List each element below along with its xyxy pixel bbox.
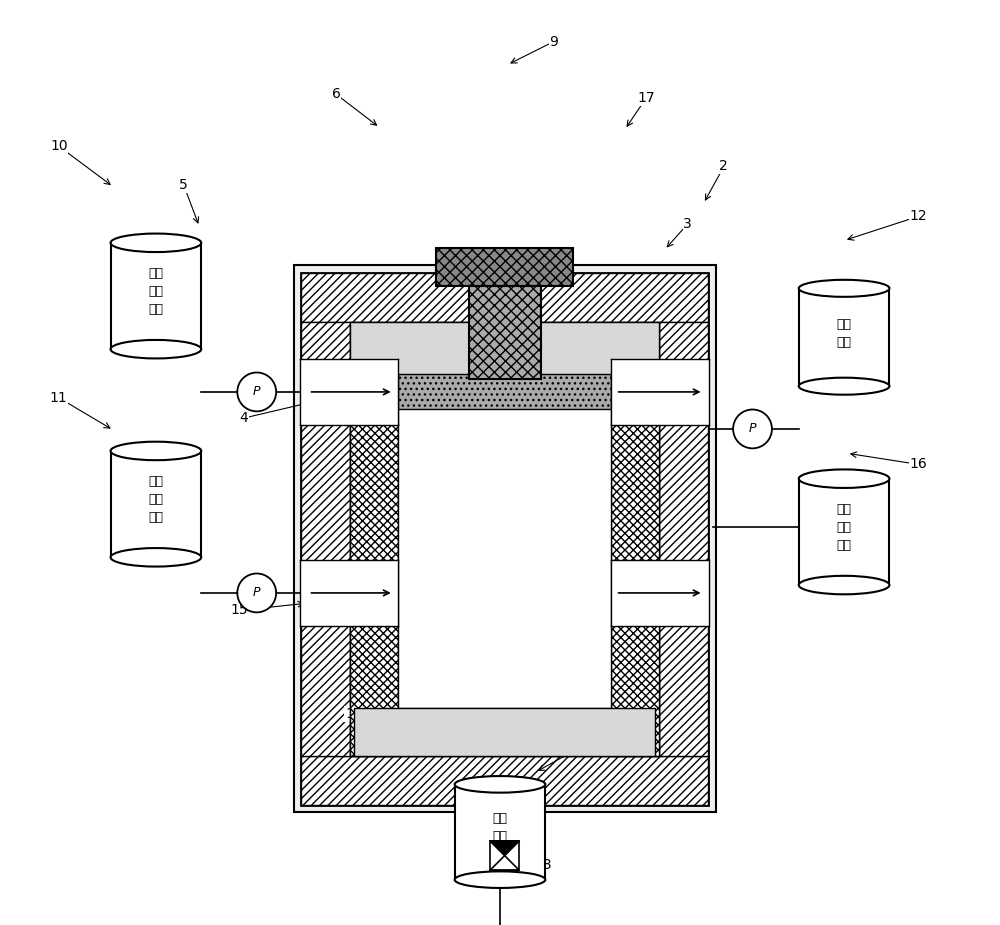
Ellipse shape [111, 441, 201, 461]
Text: 13: 13 [535, 857, 552, 872]
Ellipse shape [455, 871, 545, 888]
Ellipse shape [799, 279, 889, 297]
Ellipse shape [111, 233, 201, 252]
Bar [611, 560, 709, 626]
Text: 1: 1 [619, 458, 627, 473]
Bar [350, 322, 659, 382]
Bar [300, 359, 398, 426]
Bar [301, 756, 708, 805]
Text: 6: 6 [332, 87, 341, 102]
Text: 12: 12 [909, 209, 927, 224]
Text: 14: 14 [345, 707, 363, 722]
Text: 8: 8 [599, 727, 608, 742]
Bar [350, 382, 398, 756]
Bar [300, 560, 398, 626]
Circle shape [237, 574, 276, 612]
Polygon shape [490, 856, 519, 870]
Text: 注入
系统: 注入 系统 [837, 317, 852, 349]
Circle shape [733, 410, 772, 449]
Bar [659, 322, 708, 756]
Ellipse shape [799, 377, 889, 395]
Text: P: P [749, 423, 756, 436]
Bar [398, 375, 611, 410]
Text: 11: 11 [50, 390, 68, 405]
Bar [301, 273, 708, 805]
Bar [354, 708, 655, 756]
Text: 9: 9 [549, 34, 558, 49]
Bar [301, 273, 708, 322]
Ellipse shape [799, 470, 889, 488]
Text: 围压
控制
系统: 围压 控制 系统 [148, 475, 163, 524]
Text: P: P [253, 586, 260, 599]
Ellipse shape [111, 548, 201, 566]
Text: 4: 4 [239, 411, 248, 426]
Bar [111, 450, 201, 557]
Text: 产出
系统: 产出 系统 [492, 812, 508, 844]
Bar [799, 479, 889, 586]
Bar [350, 322, 659, 756]
Text: 16: 16 [909, 457, 927, 472]
Text: 10: 10 [50, 139, 68, 154]
Text: P: P [253, 386, 260, 399]
Text: 7: 7 [622, 603, 631, 618]
Circle shape [237, 373, 276, 412]
Bar [436, 248, 573, 287]
Ellipse shape [111, 339, 201, 358]
Ellipse shape [455, 776, 545, 793]
Bar [455, 784, 545, 880]
Text: 轴压
控制
系统: 轴压 控制 系统 [148, 267, 163, 315]
Text: 2: 2 [719, 159, 728, 174]
Text: 温度
控制
系统: 温度 控制 系统 [837, 503, 852, 551]
Bar [611, 359, 709, 426]
Bar [469, 287, 541, 379]
Bar [398, 382, 611, 708]
Bar [301, 322, 350, 756]
Bar [799, 289, 889, 387]
Bar [111, 242, 201, 349]
Text: 17: 17 [637, 91, 655, 105]
Polygon shape [490, 841, 519, 856]
Text: 5: 5 [179, 178, 188, 192]
Bar [294, 265, 716, 812]
Text: 3: 3 [683, 216, 692, 231]
Bar [611, 382, 659, 756]
Ellipse shape [799, 575, 889, 595]
Text: 15: 15 [230, 603, 248, 618]
